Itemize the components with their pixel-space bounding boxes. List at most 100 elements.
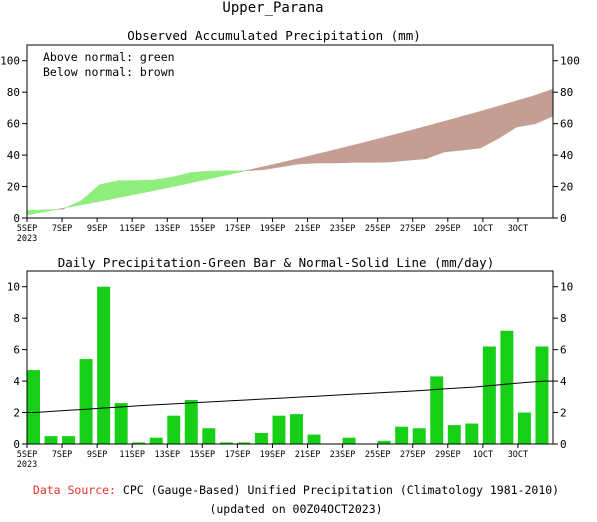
daily-ytick-label-left: 2	[13, 407, 20, 420]
daily-bar	[62, 436, 75, 444]
accumulated-xtick-label: 29SEP	[435, 224, 461, 234]
accumulated-fill-segment	[154, 177, 172, 190]
daily-ytick-label-right: 2	[560, 407, 567, 420]
accumulated-ytick-label-right: 40	[560, 149, 573, 162]
updated-note: (updated on 00Z04OCT2023)	[209, 502, 382, 516]
daily-xtick-label: 21SEP	[295, 450, 321, 460]
daily-ytick-label-right: 0	[560, 438, 567, 451]
accumulated-fill-segment	[263, 163, 281, 170]
accumulated-fill-segment	[444, 116, 462, 152]
daily-xtick-label: 7SEP	[52, 450, 72, 460]
daily-bar	[255, 433, 268, 444]
daily-bar	[202, 428, 215, 444]
accumulated-fill-segment	[390, 131, 408, 162]
accumulated-xtick-label: 9SEP	[87, 224, 107, 234]
accumulated-fill-segment	[517, 95, 535, 126]
daily-bar	[272, 416, 285, 444]
accumulated-ytick-label-left: 40	[7, 149, 20, 162]
accumulated-xtick-label: 7SEP	[52, 224, 72, 234]
accumulated-fill-segment	[317, 150, 335, 163]
accumulated-xtick-label: 13SEP	[154, 224, 180, 234]
accumulated-fill-segment	[81, 185, 99, 205]
accumulated-fill-segment	[66, 201, 81, 208]
source-note: Data Source: CPC (Gauge-Based) Unified P…	[33, 483, 559, 497]
accumulated-fill-segment	[335, 145, 353, 163]
accumulated-xtick-label: 1OCT	[473, 224, 493, 234]
accumulated-fill-segment	[480, 106, 498, 148]
daily-xyear-label: 2023	[17, 460, 37, 470]
daily-xtick-label: 5SEP	[17, 450, 37, 460]
daily-bar	[395, 427, 408, 444]
daily-bar	[518, 413, 531, 444]
daily-ytick-label-left: 4	[13, 375, 20, 388]
daily-ytick-label-left: 8	[13, 312, 20, 325]
legend-above-normal: Above normal: green	[43, 50, 175, 64]
accumulated-fill-segment	[299, 154, 317, 164]
accumulated-fill-segment	[227, 171, 245, 175]
accumulated-fill-segment	[408, 126, 426, 160]
daily-title: Daily Precipitation-Green Bar & Normal-S…	[58, 255, 495, 270]
daily-xtick-label: 19SEP	[260, 450, 286, 460]
daily-bar	[308, 435, 321, 444]
accumulated-ytick-label-right: 0	[560, 212, 567, 225]
accumulated-xtick-label: 15SEP	[190, 224, 216, 234]
accumulated-ytick-label-left: 20	[7, 181, 20, 194]
accumulated-xyear-label: 2023	[17, 234, 37, 244]
daily-bar	[45, 436, 58, 444]
accumulated-fill-segment	[190, 171, 208, 183]
accumulated-fill-segment	[246, 167, 263, 171]
source-text: CPC (Gauge-Based) Unified Precipitation …	[116, 483, 559, 497]
daily-ytick-label-right: 6	[560, 344, 567, 357]
daily-xtick-label: 27SEP	[400, 450, 426, 460]
daily-xtick-label: 9SEP	[87, 450, 107, 460]
daily-bar	[448, 425, 461, 444]
accumulated-fill-segment	[136, 180, 154, 194]
accumulated-xtick-label: 19SEP	[260, 224, 286, 234]
daily-bar	[465, 424, 478, 444]
accumulated-fill-segment	[58, 208, 64, 209]
accumulated-fill-segment	[100, 181, 118, 202]
daily-xtick-label: 15SEP	[190, 450, 216, 460]
accumulated-fill-segment	[208, 171, 226, 179]
daily-bar	[430, 376, 443, 444]
accumulated-xtick-label: 5SEP	[17, 224, 37, 234]
daily-xtick-label: 3OCT	[508, 450, 528, 460]
daily-xtick-label: 1OCT	[473, 450, 493, 460]
accumulated-ytick-label-left: 80	[7, 86, 20, 99]
daily-bars	[27, 287, 548, 444]
daily-xtick-label: 25SEP	[365, 450, 391, 460]
accumulated-fill-segment	[118, 181, 136, 198]
accumulated-fill-segment	[499, 101, 517, 138]
daily-bar	[413, 428, 426, 444]
accumulated-fill-segment	[45, 209, 57, 211]
accumulated-ytick-label-right: 100	[560, 55, 580, 68]
accumulated-fill-segment	[63, 208, 66, 209]
daily-bar	[27, 370, 40, 444]
accumulated-xtick-label: 25SEP	[365, 224, 391, 234]
accumulated-title: Observed Accumulated Precipitation (mm)	[127, 28, 421, 43]
accumulated-ytick-label-right: 80	[560, 86, 573, 99]
accumulated-xtick-label: 11SEP	[119, 224, 145, 234]
daily-bar	[115, 403, 128, 444]
accumulated-xtick-label: 21SEP	[295, 224, 321, 234]
accumulated-xtick-label: 23SEP	[330, 224, 356, 234]
daily-bar	[80, 359, 93, 444]
accumulated-ytick-label-left: 60	[7, 118, 20, 131]
daily-xtick-label: 23SEP	[330, 450, 356, 460]
accumulated-xtick-label: 17SEP	[225, 224, 251, 234]
accumulated-fill-segment	[27, 210, 45, 215]
daily-bar	[343, 438, 356, 444]
accumulated-fill-segment	[462, 111, 480, 150]
accumulated-fill-segment	[172, 173, 190, 187]
daily-ytick-label-right: 8	[560, 312, 567, 325]
accumulated-ytick-label-left: 100	[0, 55, 20, 68]
accumulated-fill-segment	[281, 159, 299, 167]
accumulated-xtick-label: 3OCT	[508, 224, 528, 234]
daily-bar	[290, 414, 303, 444]
accumulated-fill-segment	[535, 89, 553, 124]
daily-ytick-label-right: 4	[560, 375, 567, 388]
accumulated-fill-segment	[426, 121, 444, 158]
daily-xtick-label: 11SEP	[119, 450, 145, 460]
daily-xtick-label: 29SEP	[435, 450, 461, 460]
